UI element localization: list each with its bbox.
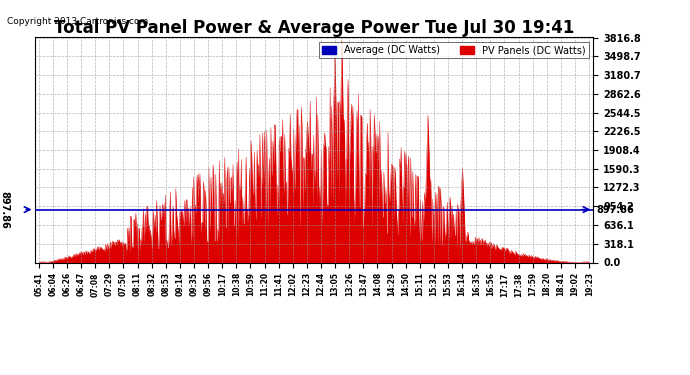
- Text: Copyright 2013 Cartronics.com: Copyright 2013 Cartronics.com: [7, 17, 148, 26]
- Text: 897.86: 897.86: [596, 205, 634, 214]
- Legend: Average (DC Watts), PV Panels (DC Watts): Average (DC Watts), PV Panels (DC Watts): [319, 42, 589, 58]
- Title: Total PV Panel Power & Average Power Tue Jul 30 19:41: Total PV Panel Power & Average Power Tue…: [54, 20, 574, 38]
- Text: 897.86: 897.86: [0, 191, 10, 228]
